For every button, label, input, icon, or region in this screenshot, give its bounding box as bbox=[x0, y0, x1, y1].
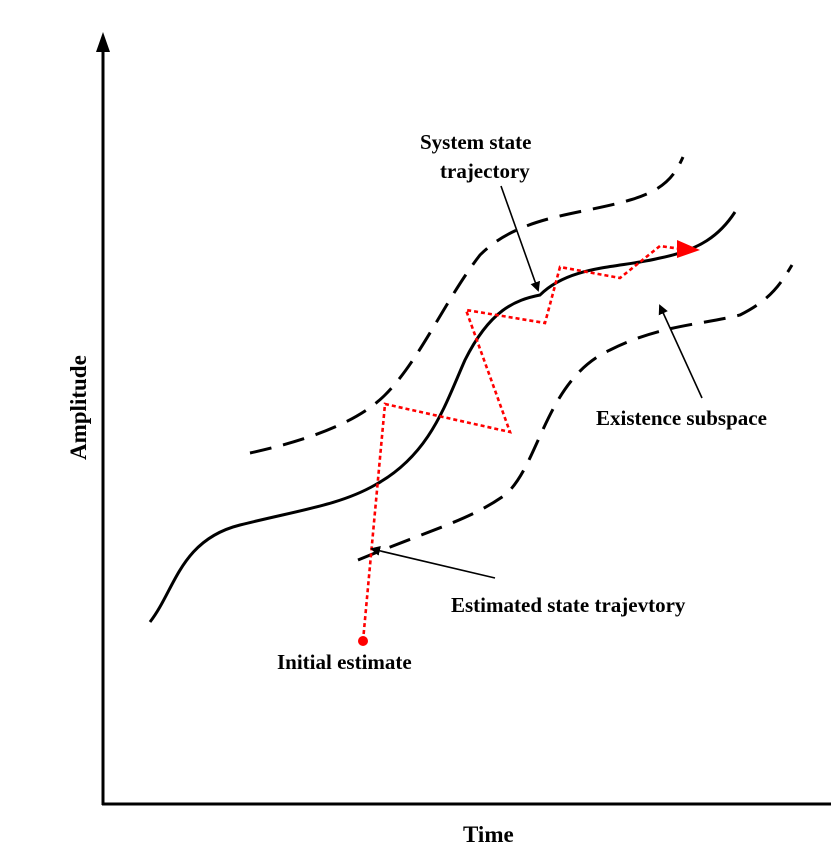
y-axis-arrowhead bbox=[96, 32, 110, 52]
estimated-state-trajectory bbox=[358, 240, 700, 646]
estimated-trajectory-arrowhead bbox=[677, 240, 700, 258]
axes bbox=[96, 32, 831, 806]
lower-bound-curve bbox=[357, 264, 794, 562]
upper-bound-curve bbox=[249, 156, 685, 455]
system-state-label-line2: trajectory bbox=[440, 159, 530, 183]
existence-subspace-label: Existence subspace bbox=[596, 406, 767, 430]
initial-estimate-point bbox=[358, 636, 368, 646]
x-axis-label: Time bbox=[463, 822, 514, 847]
estimated-trajectory-path bbox=[361, 244, 689, 642]
callout-arrows bbox=[370, 185, 703, 579]
estimated-state-label: Estimated state trajevtory bbox=[451, 593, 686, 617]
labels: System state trajectory Existence subspa… bbox=[66, 130, 767, 847]
existence-subspace-callout-arrow bbox=[658, 304, 703, 399]
existence-subspace bbox=[249, 156, 794, 562]
system-state-callout-arrow bbox=[500, 185, 541, 292]
system-state-label-line1: System state bbox=[420, 130, 531, 154]
estimated-state-callout-arrow bbox=[370, 545, 496, 579]
y-axis-label: Amplitude bbox=[66, 355, 91, 460]
initial-estimate-label: Initial estimate bbox=[277, 650, 412, 674]
system-state-trajectory bbox=[148, 211, 737, 623]
